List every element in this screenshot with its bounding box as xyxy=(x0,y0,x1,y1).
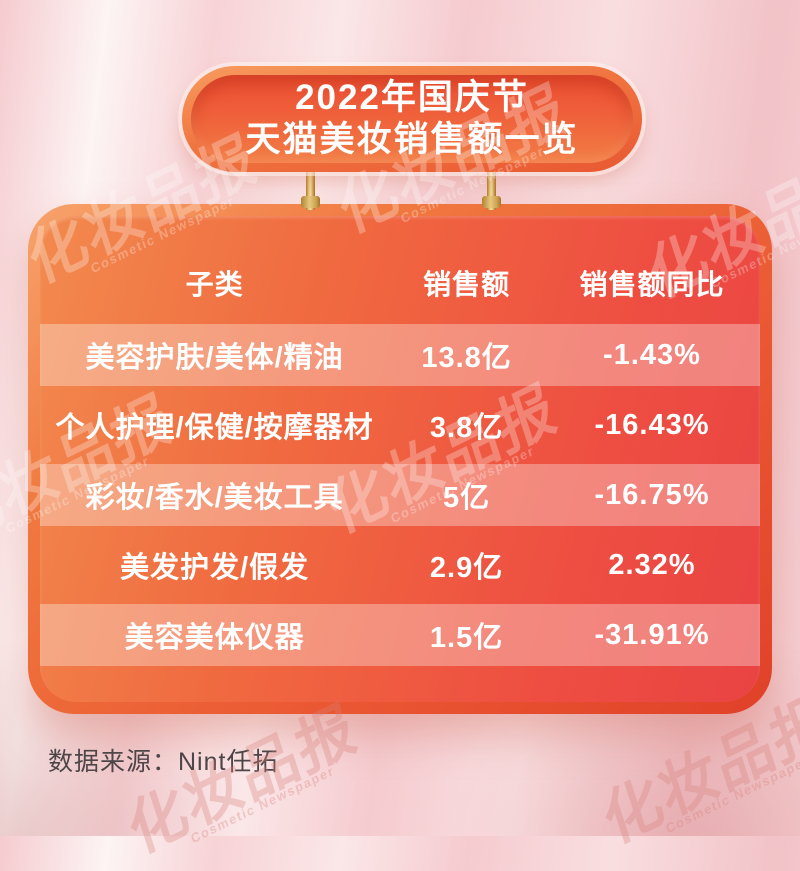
table-row: 个人护理/保健/按摩器材 3.8亿 -16.43% xyxy=(40,390,760,460)
cell-category: 美容美体仪器 xyxy=(124,622,305,654)
cell-yoy: 2.32% xyxy=(608,548,696,581)
title-banner-inner: 2022年国庆节 天猫美妆销售额一览 xyxy=(191,75,633,163)
cell-sales: 1.5亿 xyxy=(429,622,504,654)
header-sales: 销售额 xyxy=(423,269,511,300)
banner-title-line1: 2022年国庆节 xyxy=(295,78,529,117)
cell-yoy: -16.75% xyxy=(594,478,710,511)
table-row: 美容护肤/美体/精油 13.8亿 -1.43% xyxy=(40,320,760,390)
data-card: 子类 销售额 销售额同比 美容护肤/美体/精油 13.8亿 -1.43% 个人护… xyxy=(28,204,772,714)
table-row: 彩妆/香水/美妆工具 5亿 -16.75% xyxy=(40,460,760,530)
cell-category: 彩妆/香水/美妆工具 xyxy=(85,482,344,514)
banner-title-line2: 天猫美妆销售额一览 xyxy=(245,120,579,159)
cell-category: 美发护发/假发 xyxy=(120,552,310,584)
header-category: 子类 xyxy=(185,269,244,300)
cell-category: 美容护肤/美体/精油 xyxy=(85,342,344,374)
header-yoy: 销售额同比 xyxy=(579,269,725,300)
table-row: 美容美体仪器 1.5亿 -31.91% xyxy=(40,600,760,670)
cell-yoy: -31.91% xyxy=(594,618,710,651)
cell-sales: 3.8亿 xyxy=(429,412,504,444)
cell-sales: 2.9亿 xyxy=(429,552,504,584)
page-background: 2022年国庆节 天猫美妆销售额一览 子类 销售额 销售额同比 美容护肤/美体/… xyxy=(28,66,800,867)
sales-table: 子类 销售额 销售额同比 美容护肤/美体/精油 13.8亿 -1.43% 个人护… xyxy=(40,216,760,670)
watermark: 化妆品报 Cosmetic Newspaper xyxy=(120,693,365,867)
table-header-row: 子类 销售额 销售额同比 xyxy=(40,246,760,320)
data-card-panel: 子类 销售额 销售额同比 美容护肤/美体/精油 13.8亿 -1.43% 个人护… xyxy=(40,216,760,702)
banner-post-left xyxy=(306,166,315,210)
banner-post-right-cap xyxy=(482,196,501,208)
cell-sales: 5亿 xyxy=(443,482,491,514)
cell-sales: 13.8亿 xyxy=(421,342,512,374)
source-note: 数据来源：Nint任拓 xyxy=(48,748,279,776)
cell-category: 个人护理/保健/按摩器材 xyxy=(55,412,374,444)
cell-yoy: -16.43% xyxy=(594,408,710,441)
banner-post-right xyxy=(487,166,496,210)
table-row: 美发护发/假发 2.9亿 2.32% xyxy=(40,530,760,600)
title-banner: 2022年国庆节 天猫美妆销售额一览 xyxy=(182,66,642,172)
cell-yoy: -1.43% xyxy=(603,338,701,371)
banner-post-left-cap xyxy=(301,196,320,208)
